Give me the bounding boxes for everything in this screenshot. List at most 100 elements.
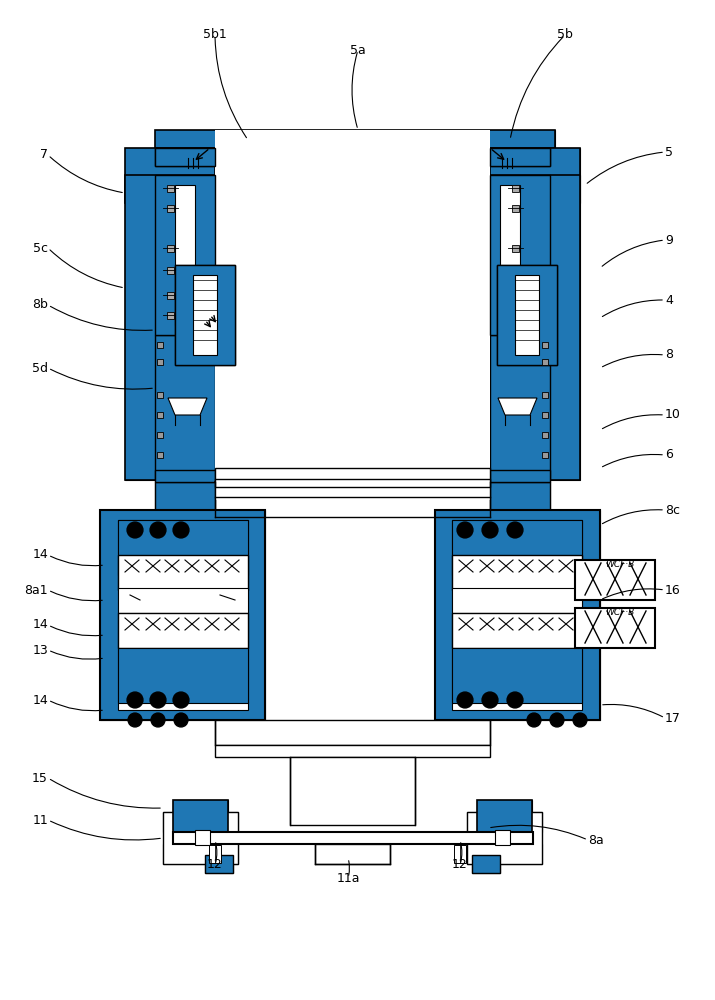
Bar	[155, 148, 215, 166]
Circle shape	[550, 713, 564, 727]
Bar	[490, 482, 550, 517]
Polygon shape	[498, 398, 537, 415]
Bar	[167, 312, 174, 319]
Bar	[512, 267, 519, 274]
Text: 5: 5	[665, 145, 673, 158]
Bar	[512, 312, 519, 319]
Bar	[217, 265, 235, 365]
Bar	[125, 175, 215, 480]
Bar	[215, 468, 490, 482]
Bar	[490, 175, 550, 335]
Circle shape	[173, 692, 189, 708]
Bar	[118, 648, 248, 703]
Text: 8a: 8a	[588, 834, 603, 846]
Bar	[490, 517, 520, 532]
Text: 5a: 5a	[350, 43, 366, 56]
Bar	[175, 185, 195, 325]
Bar	[155, 482, 215, 517]
Circle shape	[482, 522, 498, 538]
Bar	[155, 335, 215, 480]
Bar	[163, 844, 238, 864]
Bar	[452, 520, 582, 575]
Circle shape	[507, 522, 523, 538]
Bar	[163, 812, 238, 864]
Bar	[167, 245, 174, 252]
Bar	[490, 175, 580, 480]
Bar	[490, 470, 550, 482]
Bar	[118, 578, 248, 590]
Text: WCF·B: WCF·B	[606, 608, 635, 617]
Bar	[490, 482, 550, 517]
Bar	[157, 359, 163, 365]
Bar	[157, 412, 163, 418]
Bar	[100, 510, 265, 720]
Bar	[452, 613, 582, 625]
Text: 16: 16	[665, 584, 681, 596]
Bar	[542, 342, 548, 348]
Bar	[467, 844, 542, 864]
Bar	[472, 855, 500, 873]
Bar	[185, 517, 215, 532]
Bar	[490, 148, 550, 166]
Text: 5b: 5b	[557, 28, 573, 41]
Bar	[118, 555, 248, 567]
Circle shape	[174, 713, 188, 727]
Bar	[542, 412, 548, 418]
Text: 7: 7	[40, 148, 48, 161]
Bar	[512, 245, 519, 252]
Circle shape	[127, 692, 143, 708]
Bar	[500, 185, 520, 325]
Circle shape	[127, 522, 143, 538]
Bar	[167, 205, 174, 212]
Text: 11a: 11a	[336, 871, 360, 884]
Text: 4: 4	[665, 294, 673, 306]
Bar	[575, 560, 655, 600]
Bar	[100, 510, 265, 720]
Bar	[542, 359, 548, 365]
Bar	[452, 588, 582, 613]
Bar	[173, 832, 533, 844]
Circle shape	[527, 713, 541, 727]
Bar	[175, 265, 235, 365]
Bar	[118, 520, 248, 575]
Text: 5d: 5d	[32, 361, 48, 374]
Text: 17: 17	[665, 712, 681, 724]
Circle shape	[173, 522, 189, 538]
Text: 14: 14	[32, 694, 48, 706]
Bar	[435, 510, 600, 720]
Bar	[118, 648, 248, 703]
Bar	[452, 555, 582, 590]
Bar	[452, 520, 582, 575]
Bar	[155, 175, 215, 335]
Circle shape	[482, 692, 498, 708]
Bar	[472, 855, 500, 873]
Bar	[209, 845, 221, 863]
Bar	[167, 267, 174, 274]
Bar	[490, 470, 550, 482]
Bar	[539, 265, 557, 365]
Circle shape	[151, 713, 165, 727]
Bar	[125, 175, 215, 480]
Bar	[512, 205, 519, 212]
Text: WCF·B: WCF·B	[606, 560, 635, 569]
Bar	[215, 130, 490, 500]
Bar	[157, 342, 163, 348]
Text: 12: 12	[452, 858, 468, 871]
Bar	[575, 608, 655, 648]
Text: 8a1: 8a1	[24, 584, 48, 596]
Bar	[452, 636, 582, 648]
Text: 5c: 5c	[33, 241, 48, 254]
Bar	[205, 855, 233, 873]
Bar	[477, 800, 532, 832]
Bar	[155, 130, 555, 148]
Bar	[125, 148, 215, 203]
Bar	[467, 812, 542, 832]
Bar	[452, 520, 582, 710]
Bar	[157, 392, 163, 398]
Bar	[495, 830, 510, 845]
Bar	[155, 148, 215, 166]
Text: 15: 15	[32, 772, 48, 784]
Bar	[167, 292, 174, 299]
Text: 12: 12	[207, 858, 223, 871]
Polygon shape	[168, 398, 207, 415]
